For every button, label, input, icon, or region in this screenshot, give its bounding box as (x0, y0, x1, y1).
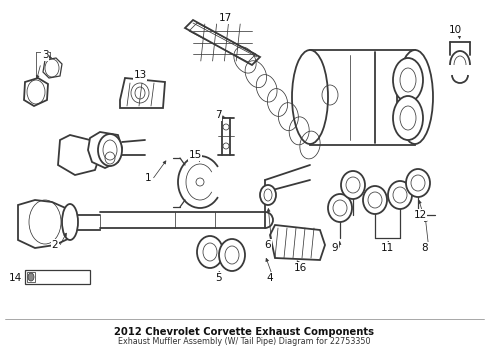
Text: 8: 8 (421, 243, 427, 253)
Text: 10: 10 (447, 25, 461, 35)
Bar (309, 50, 414, 145)
Bar (27, 272, 35, 282)
Text: 12: 12 (412, 210, 426, 220)
Text: 17: 17 (218, 13, 231, 23)
Polygon shape (58, 135, 100, 175)
Ellipse shape (98, 134, 122, 166)
Ellipse shape (340, 171, 364, 199)
Polygon shape (43, 58, 62, 78)
Polygon shape (18, 200, 75, 248)
Text: 14: 14 (8, 273, 21, 283)
Ellipse shape (28, 273, 34, 281)
Ellipse shape (197, 236, 223, 268)
Text: 7: 7 (214, 110, 221, 120)
Ellipse shape (62, 204, 78, 240)
Text: Exhaust Muffler Assembly (W/ Tail Pipe) Diagram for 22753350: Exhaust Muffler Assembly (W/ Tail Pipe) … (118, 337, 370, 346)
Ellipse shape (327, 194, 351, 222)
Text: 4: 4 (266, 273, 273, 283)
Ellipse shape (392, 96, 422, 140)
Text: 5: 5 (214, 273, 221, 283)
Text: 2: 2 (52, 240, 58, 250)
Ellipse shape (260, 185, 275, 205)
Text: 2012 Chevrolet Corvette Exhaust Components: 2012 Chevrolet Corvette Exhaust Componen… (114, 327, 374, 337)
Polygon shape (88, 132, 122, 168)
Ellipse shape (392, 58, 422, 102)
Ellipse shape (387, 181, 411, 209)
Text: 16: 16 (293, 263, 306, 273)
Text: 9: 9 (331, 243, 338, 253)
Text: 15: 15 (188, 150, 201, 160)
Bar (25, 270, 90, 284)
Ellipse shape (405, 169, 429, 197)
Ellipse shape (291, 50, 327, 144)
Text: 6: 6 (264, 240, 271, 250)
Polygon shape (120, 78, 164, 108)
Text: 3: 3 (41, 50, 48, 60)
Text: 11: 11 (380, 243, 393, 253)
Polygon shape (269, 225, 325, 260)
Text: 1: 1 (144, 173, 151, 183)
Polygon shape (184, 20, 260, 65)
Ellipse shape (219, 239, 244, 271)
Ellipse shape (362, 186, 386, 214)
Text: 13: 13 (133, 70, 146, 80)
Ellipse shape (396, 50, 432, 144)
Polygon shape (24, 78, 48, 106)
